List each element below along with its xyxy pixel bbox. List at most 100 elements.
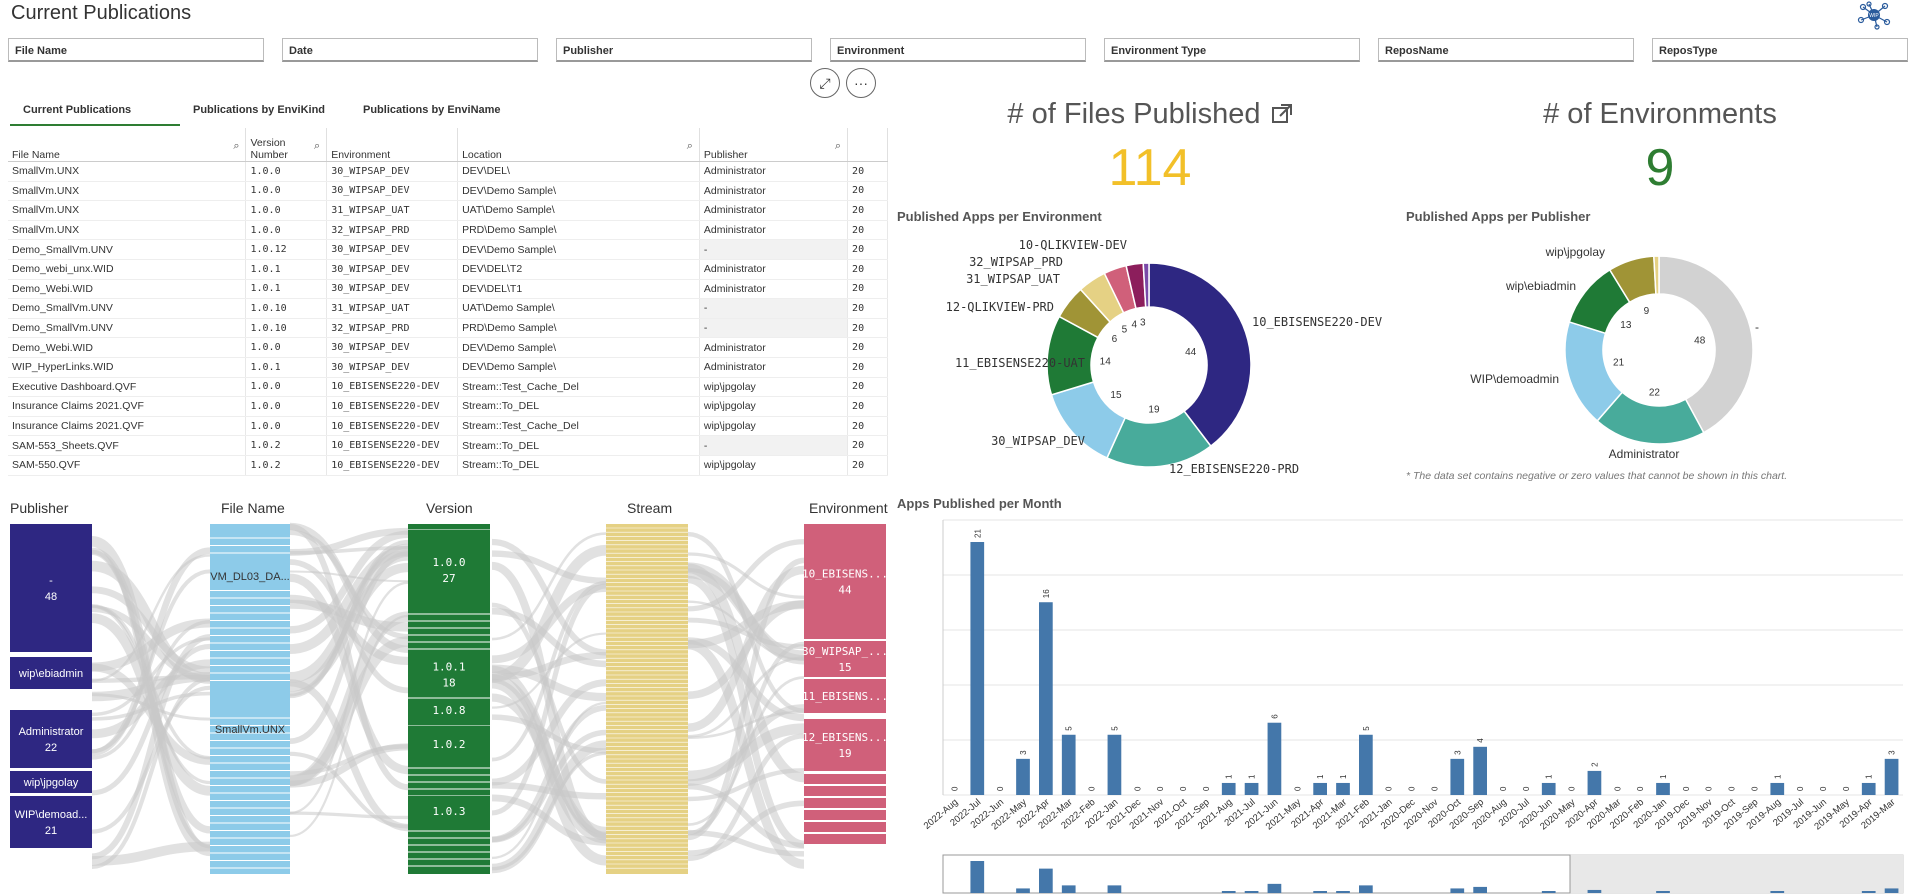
mini-bar (1313, 891, 1327, 893)
table-row[interactable]: SmallVm.UNX 1.0.0 30_WIPSAP_DEV DEV\Demo Sa… (8, 181, 888, 202)
sankey-chart[interactable]: - 48 wip\ebiadmin Administrator 22 wip\jpgola… (0, 520, 890, 896)
column-header-date[interactable]: Date (847, 128, 888, 162)
table-row[interactable]: SAM-553_Sheets.QVF 1.0.2 10_EBISENSE220-DE… (8, 435, 888, 456)
sankey-node-env[interactable] (804, 810, 886, 820)
bar[interactable] (1221, 782, 1236, 795)
bar[interactable] (1587, 770, 1602, 795)
donut-value-label: 21 (1613, 357, 1625, 368)
sankey-node-version-item[interactable] (408, 651, 490, 696)
column-header-publisher[interactable]: Publisher ⌕ (699, 128, 849, 162)
table-row[interactable]: Demo_Webi.WID 1.0.0 30_WIPSAP_DEV DEV\Demo … (8, 337, 888, 358)
column-search-icon[interactable]: ⌕ (686, 140, 693, 152)
filter-publisher[interactable]: Publisher (556, 38, 812, 62)
table-cell: - (699, 298, 849, 319)
filter-repostype[interactable]: ReposType (1652, 38, 1908, 62)
table-row[interactable]: SmallVm.UNX 1.0.0 32_WIPSAP_PRD PRD\Demo Sa… (8, 220, 888, 241)
sankey-node-env[interactable] (804, 524, 886, 639)
bar-value-label: 5 (1362, 726, 1371, 731)
sankey-node-publisher[interactable] (10, 657, 92, 689)
bar[interactable] (1473, 746, 1487, 795)
table-row[interactable]: Insurance Claims 2021.QVF 1.0.0 10_EBISENS… (8, 416, 888, 437)
sankey-flow (491, 538, 607, 656)
bar[interactable] (1313, 782, 1327, 795)
bar[interactable] (1541, 782, 1556, 795)
tab-current-publications[interactable]: Current Publications (23, 104, 132, 116)
column-search-icon[interactable]: ⌕ (314, 140, 321, 152)
sankey-node-stream[interactable] (606, 524, 688, 874)
table-row[interactable]: WIP_HyperLinks.WID 1.0.1 30_WIPSAP_DEV DEV\… (8, 357, 888, 378)
filter-file-name[interactable]: File Name (8, 38, 264, 62)
donut-slice-label: 11_EBISENSE220-UAT (955, 356, 1085, 370)
table-row[interactable]: Insurance Claims 2021.QVF 1.0.0 10_EBISENS… (8, 396, 888, 417)
donut-slice[interactable] (1658, 255, 1754, 434)
column-search-icon[interactable]: ⌕ (834, 140, 842, 152)
sankey-node-env[interactable] (804, 719, 886, 771)
filter-reposname[interactable]: ReposName (1378, 38, 1634, 62)
bar[interactable] (1267, 722, 1282, 795)
tab-publications-by-enviname[interactable]: Publications by EnviName (363, 104, 501, 116)
donut-slice[interactable] (1142, 262, 1150, 308)
sankey-node-env[interactable] (804, 786, 886, 796)
apps-per-month-chart[interactable]: 02022-Aug212022-Jul02022-Jun32022-May162… (897, 515, 1911, 896)
bar[interactable] (1016, 758, 1030, 795)
sankey-node-publisher[interactable] (10, 710, 92, 768)
expand-button[interactable]: ⤢ (810, 68, 840, 98)
sankey-node-env[interactable] (804, 641, 886, 677)
mini-bar (1267, 883, 1282, 893)
donut-pub-chart[interactable]: 48 - 22 Administrator 21 WIP\demoadmin 13 wip\e… (1406, 225, 1906, 470)
sankey-node-publisher[interactable] (10, 771, 92, 793)
bar[interactable] (1039, 602, 1053, 795)
bar[interactable] (1336, 782, 1350, 795)
donut-slice[interactable] (1148, 262, 1252, 448)
sankey-node-version-item[interactable] (408, 530, 490, 608)
sankey-node-env[interactable] (804, 798, 886, 808)
table-row[interactable]: Demo_SmallVm.UNV 1.0.10 31_WIPSAP_UAT UAT\D… (8, 298, 888, 319)
table-row[interactable]: Demo_SmallVm.UNV 1.0.12 30_WIPSAP_DEV DEV\D… (8, 239, 888, 260)
table-row[interactable]: SmallVm.UNX 1.0.0 31_WIPSAP_UAT UAT\Demo Sa… (8, 200, 888, 221)
bar[interactable] (1107, 734, 1122, 795)
sankey-node-env[interactable] (804, 679, 886, 713)
sankey-node-env[interactable] (804, 822, 886, 832)
bar[interactable] (1656, 782, 1670, 795)
column-header-location[interactable]: Location ⌕ (457, 128, 700, 162)
table-cell: DEV\DEL\ (457, 161, 700, 182)
sankey-node-publisher[interactable] (10, 524, 92, 652)
column-header-environment[interactable]: Environment (326, 128, 459, 162)
table-row[interactable]: Demo_SmallVm.UNV 1.0.10 32_WIPSAP_PRD PRD\D… (8, 318, 888, 339)
bar[interactable] (1770, 782, 1785, 795)
filter-date[interactable]: Date (282, 38, 538, 62)
table-row[interactable]: Demo_Webi.WID 1.0.1 30_WIPSAP_DEV DEV\DEL\T… (8, 279, 888, 300)
bar[interactable] (970, 542, 985, 795)
table-row[interactable]: Demo_webi_unx.WID 1.0.1 30_WIPSAP_DEV DEV\D… (8, 259, 888, 280)
more-options-button[interactable]: ··· (846, 68, 876, 98)
tab-publications-by-envikind[interactable]: Publications by EnviKind (193, 104, 326, 116)
sankey-node-env[interactable] (804, 834, 886, 844)
table-cell: SmallVm.UNX (8, 200, 247, 221)
bar[interactable] (1359, 734, 1373, 795)
sankey-node-version-item[interactable] (408, 700, 490, 720)
donut-env-chart[interactable]: 44 10_EBISENSE220-DEV 19 12_EBISENSE220-PRD… (897, 225, 1397, 485)
table-cell: SAM-550.QVF (8, 455, 247, 476)
column-header-version-number[interactable]: Version Number ⌕ (245, 128, 328, 162)
sankey-node-version-item[interactable] (408, 796, 490, 826)
sankey-node-version-item[interactable] (408, 726, 490, 762)
table-row[interactable]: SAM-550.QVF 1.0.2 10_EBISENSE220-DEV Stream… (8, 455, 888, 476)
table-cell: Demo_webi_unx.WID (8, 259, 247, 280)
bar[interactable] (1061, 734, 1076, 795)
column-search-icon[interactable]: ⌕ (233, 140, 240, 152)
bar[interactable] (1861, 782, 1876, 795)
bar[interactable] (1450, 758, 1465, 795)
bar[interactable] (1244, 782, 1259, 795)
sankey-node-publisher[interactable] (10, 796, 92, 848)
filter-environment-type[interactable]: Environment Type (1104, 38, 1360, 62)
external-link-icon[interactable] (1271, 103, 1293, 125)
donut-slice[interactable] (1653, 255, 1660, 295)
table-row[interactable]: SmallVm.UNX 1.0.0 30_WIPSAP_DEV DEV\DEL\ Adm… (8, 161, 888, 182)
sankey-node-env[interactable] (804, 774, 886, 784)
column-header-file-name[interactable]: File Name ⌕ (8, 128, 247, 162)
bar[interactable] (1884, 758, 1899, 795)
sankey-node-label: wip\jpgolay (23, 777, 79, 789)
filter-environment[interactable]: Environment (830, 38, 1086, 62)
sankey-flow (687, 575, 805, 849)
table-row[interactable]: Executive Dashboard.QVF 1.0.0 10_EBISENSE2… (8, 377, 888, 398)
